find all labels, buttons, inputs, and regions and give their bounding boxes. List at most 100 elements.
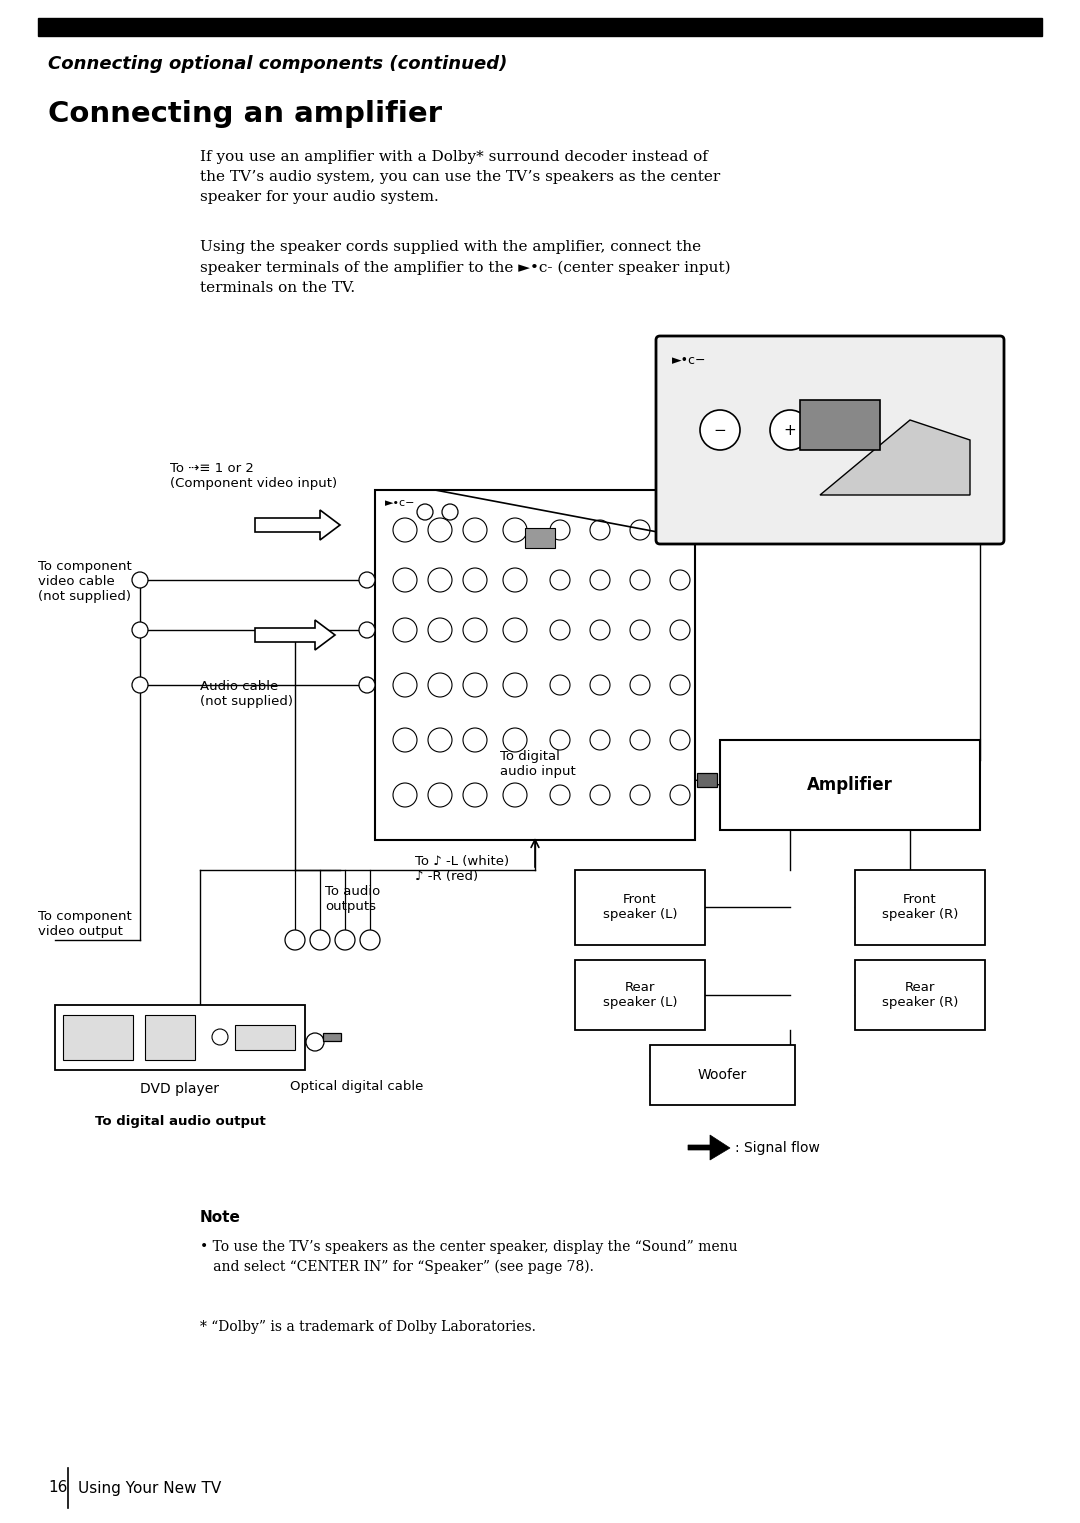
Circle shape <box>590 570 610 589</box>
Text: To component
video cable
(not supplied): To component video cable (not supplied) <box>38 560 132 603</box>
Circle shape <box>428 518 453 542</box>
Circle shape <box>428 618 453 643</box>
Text: To digital audio output: To digital audio output <box>95 1115 266 1129</box>
Circle shape <box>550 519 570 541</box>
Circle shape <box>335 931 355 950</box>
Text: Connecting optional components (continued): Connecting optional components (continue… <box>48 55 508 73</box>
Text: : Signal flow: : Signal flow <box>735 1141 820 1154</box>
Bar <box>55 1005 305 1071</box>
Text: 16: 16 <box>48 1480 67 1496</box>
Text: Front
speaker (R): Front speaker (R) <box>881 892 958 921</box>
Polygon shape <box>255 510 340 541</box>
Text: If you use an amplifier with a Dolby* surround decoder instead of
the TV’s audio: If you use an amplifier with a Dolby* su… <box>200 149 720 204</box>
Circle shape <box>550 784 570 806</box>
Circle shape <box>630 675 650 694</box>
Circle shape <box>393 728 417 752</box>
Circle shape <box>590 784 610 806</box>
Circle shape <box>306 1033 324 1051</box>
Text: +: + <box>784 422 796 437</box>
Bar <box>720 740 980 830</box>
Circle shape <box>393 783 417 807</box>
Text: To component
video output: To component video output <box>38 911 132 938</box>
Polygon shape <box>255 620 335 650</box>
Bar <box>145 1014 195 1060</box>
Circle shape <box>670 675 690 694</box>
Text: ►•c−: ►•c− <box>384 498 416 509</box>
Polygon shape <box>688 1135 730 1161</box>
Circle shape <box>670 570 690 589</box>
Circle shape <box>670 620 690 640</box>
Bar <box>575 959 705 1030</box>
Bar <box>800 401 880 449</box>
Circle shape <box>310 931 330 950</box>
Text: Note: Note <box>200 1209 241 1224</box>
Circle shape <box>590 620 610 640</box>
Circle shape <box>428 673 453 698</box>
Circle shape <box>132 621 148 638</box>
Circle shape <box>417 504 433 519</box>
Circle shape <box>770 410 810 449</box>
Circle shape <box>428 568 453 592</box>
Circle shape <box>393 568 417 592</box>
Text: Woofer: Woofer <box>698 1068 746 1081</box>
Text: Using Your New TV: Using Your New TV <box>78 1480 221 1496</box>
Text: To ►•c-
(center speaker
input): To ►•c- (center speaker input) <box>810 461 915 506</box>
Circle shape <box>503 518 527 542</box>
Circle shape <box>503 728 527 752</box>
Circle shape <box>630 730 650 749</box>
Polygon shape <box>820 420 970 495</box>
Circle shape <box>463 518 487 542</box>
Bar <box>855 870 985 944</box>
Circle shape <box>590 519 610 541</box>
Circle shape <box>393 673 417 698</box>
Circle shape <box>463 783 487 807</box>
Circle shape <box>359 678 375 693</box>
Circle shape <box>630 620 650 640</box>
Circle shape <box>463 728 487 752</box>
Circle shape <box>463 568 487 592</box>
Circle shape <box>285 931 305 950</box>
Circle shape <box>630 570 650 589</box>
Circle shape <box>550 570 570 589</box>
Text: * “Dolby” is a trademark of Dolby Laboratories.: * “Dolby” is a trademark of Dolby Labora… <box>200 1320 536 1334</box>
Bar <box>235 1025 295 1049</box>
Text: Connecting an amplifier: Connecting an amplifier <box>48 101 442 128</box>
Circle shape <box>212 1030 228 1045</box>
Bar <box>575 870 705 944</box>
Bar <box>697 774 717 787</box>
Circle shape <box>670 784 690 806</box>
Circle shape <box>630 519 650 541</box>
Bar <box>525 528 555 548</box>
Text: −: − <box>714 422 727 437</box>
Circle shape <box>503 568 527 592</box>
Circle shape <box>670 519 690 541</box>
Circle shape <box>550 675 570 694</box>
Circle shape <box>550 620 570 640</box>
Bar <box>38 18 1042 37</box>
Circle shape <box>442 504 458 519</box>
Bar <box>375 490 696 841</box>
Circle shape <box>359 621 375 638</box>
Circle shape <box>590 730 610 749</box>
Text: ►•c−: ►•c− <box>672 353 706 367</box>
Bar <box>855 959 985 1030</box>
Circle shape <box>132 573 148 588</box>
Text: Rear
speaker (R): Rear speaker (R) <box>881 981 958 1010</box>
Circle shape <box>630 784 650 806</box>
Text: To ♪ -L (white)
♪ -R (red): To ♪ -L (white) ♪ -R (red) <box>415 854 509 883</box>
Text: • To use the TV’s speakers as the center speaker, display the “Sound” menu
   an: • To use the TV’s speakers as the center… <box>200 1240 738 1275</box>
Circle shape <box>700 410 740 449</box>
Text: Amplifier: Amplifier <box>807 777 893 793</box>
Circle shape <box>360 931 380 950</box>
Circle shape <box>670 730 690 749</box>
Text: Using the speaker cords supplied with the amplifier, connect the
speaker termina: Using the speaker cords supplied with th… <box>200 241 731 295</box>
Circle shape <box>428 783 453 807</box>
Circle shape <box>463 618 487 643</box>
Circle shape <box>393 518 417 542</box>
Text: Optical digital cable: Optical digital cable <box>291 1080 423 1094</box>
Text: Audio cable
(not supplied): Audio cable (not supplied) <box>200 679 293 708</box>
Text: Front
speaker (L): Front speaker (L) <box>603 892 677 921</box>
Circle shape <box>393 618 417 643</box>
Bar <box>323 1033 341 1042</box>
Circle shape <box>550 730 570 749</box>
